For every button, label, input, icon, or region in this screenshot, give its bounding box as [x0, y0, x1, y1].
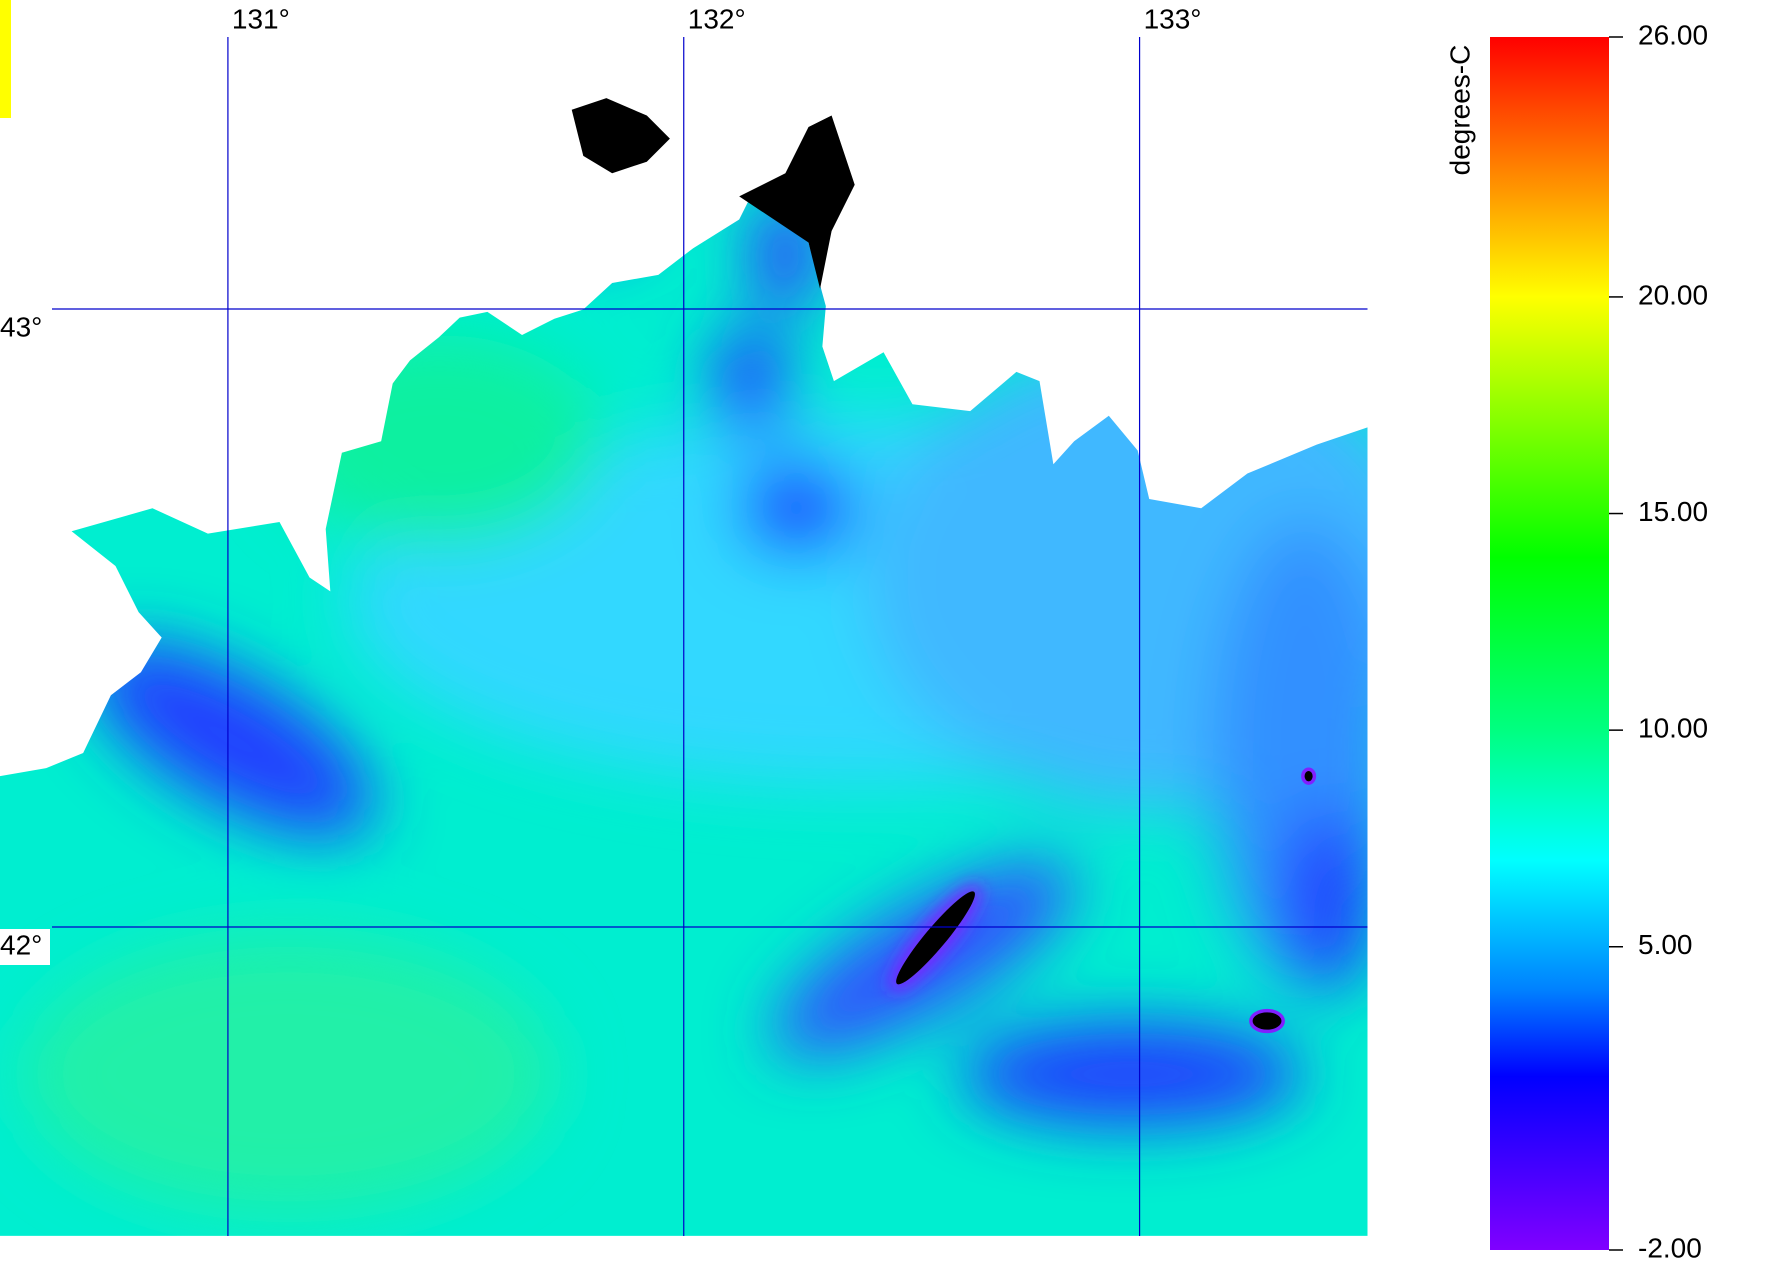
lon-label: 131°: [232, 3, 290, 34]
colorbar-tick-label: 26.00: [1638, 19, 1708, 50]
colorbar-tick-label: 15.00: [1638, 496, 1708, 527]
sea-field: [0, 0, 1368, 1236]
lat-label-bg: [0, 311, 50, 347]
lon-label: 132°: [688, 3, 746, 34]
colorbar-tick-label: 20.00: [1638, 279, 1708, 310]
lat-label: 43°: [0, 311, 42, 342]
lat-label: 42°: [0, 929, 42, 960]
lon-label: 133°: [1144, 3, 1202, 34]
colorbar-tick-label: -2.00: [1638, 1232, 1702, 1263]
colorbar-tick-label: 10.00: [1638, 713, 1708, 744]
lat-label-bg: [0, 929, 50, 965]
corner-mark: [0, 0, 11, 118]
colorbar: [1490, 37, 1609, 1250]
colorbar-title: degrees-C: [1444, 45, 1475, 176]
graticule: 131° 132° 133° 43° 42°: [0, 3, 1368, 1236]
colorbar-tick-label: 5.00: [1638, 929, 1693, 960]
